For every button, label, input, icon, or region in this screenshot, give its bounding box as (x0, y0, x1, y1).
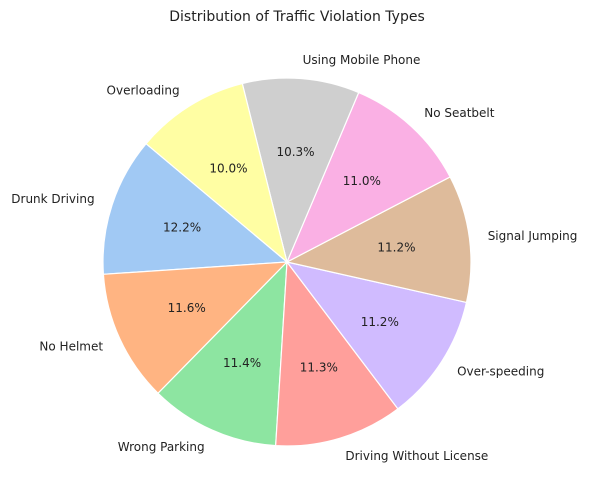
slice-category-label: Over-speeding (457, 365, 544, 379)
slice-category-label: Overloading (107, 83, 180, 97)
pie-slice (157, 260, 288, 447)
pie-slice (102, 261, 289, 395)
slice-percent-label: 11.3% (300, 361, 338, 375)
slice-percent-label: 11.2% (377, 241, 415, 255)
slice-percent-label: 11.2% (361, 315, 399, 329)
pie-slice (241, 77, 360, 264)
slice-percent-label: 10.0% (209, 161, 247, 175)
slice-category-label: Driving Without License (345, 449, 488, 463)
slice-category-label: Signal Jumping (488, 229, 578, 243)
chart-title: Distribution of Traffic Violation Types (169, 9, 425, 25)
slice-category-label: Using Mobile Phone (303, 53, 421, 67)
slice-percent-label: 12.2% (163, 221, 201, 235)
slice-category-label: Drunk Driving (11, 192, 94, 206)
pie-slice (102, 142, 289, 275)
slice-percent-label: 11.6% (168, 301, 206, 315)
pie-slice (145, 82, 289, 264)
slice-category-label: Wrong Parking (118, 440, 205, 454)
pie-slice (285, 176, 472, 304)
slice-category-label: No Seatbelt (424, 106, 495, 120)
slice-category-label: No Helmet (39, 339, 103, 353)
slice-percent-label: 10.3% (276, 145, 314, 159)
pie-slice (285, 261, 468, 410)
pie-slice (285, 91, 451, 264)
pie-slice (275, 260, 399, 447)
slice-percent-label: 11.0% (343, 174, 381, 188)
slice-percent-label: 11.4% (223, 356, 261, 370)
